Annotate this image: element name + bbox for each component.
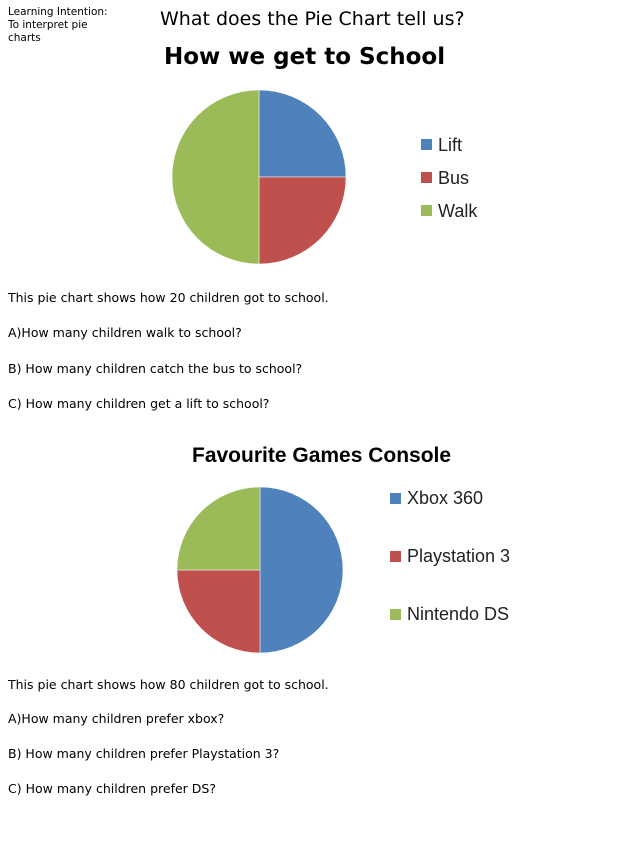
question-text: A)How many children prefer xbox?: [8, 711, 225, 726]
legend-label: Xbox 360: [407, 488, 484, 508]
question-text: B) How many children prefer Playstation …: [8, 746, 280, 761]
pie-slice-playstation-3: [176, 569, 261, 654]
pie-slice-bus: [258, 176, 347, 265]
pie-chart-transport: [171, 89, 347, 265]
legend-swatch: [421, 139, 432, 150]
chart-intro-text: This pie chart shows how 80 children got…: [8, 677, 329, 692]
legend-swatch: [390, 493, 401, 504]
learning-intention: Learning Intention: To interpret pie cha…: [8, 6, 128, 45]
legend-item: Lift: [421, 133, 462, 157]
legend-swatch: [390, 551, 401, 562]
question-text: C) How many children prefer DS?: [8, 781, 216, 796]
pie-slice-xbox-360: [259, 486, 344, 654]
legend-item: Bus: [421, 166, 469, 190]
legend-label: Playstation 3: [407, 546, 511, 566]
legend-swatch: [390, 609, 401, 620]
learning-intention-line: charts: [8, 32, 41, 44]
chart-title: How we get to School: [164, 44, 446, 70]
chart-title: Favourite Games Console: [192, 444, 452, 467]
learning-intention-line: To interpret pie: [8, 19, 88, 31]
legend-label: Nintendo DS: [407, 604, 510, 624]
learning-intention-heading: Learning Intention:: [8, 6, 108, 18]
pie-chart-consoles: [176, 486, 344, 654]
pie-slice-lift: [258, 89, 347, 178]
pie-slice-nintendo-ds: [176, 486, 261, 571]
legend-label: Lift: [438, 135, 463, 155]
legend-swatch: [421, 172, 432, 183]
chart-intro-text: This pie chart shows how 20 children got…: [8, 290, 329, 305]
legend-label: Bus: [438, 168, 470, 188]
question-text: C) How many children get a lift to schoo…: [8, 396, 270, 411]
legend-item: Walk: [421, 199, 477, 223]
question-text: A)How many children walk to school?: [8, 325, 242, 340]
legend-item: Xbox 360: [390, 486, 517, 511]
legend-item: Nintendo DS: [390, 602, 517, 627]
legend-item: Playstation 3: [390, 544, 517, 569]
page-title: What does the Pie Chart tell us?: [160, 8, 465, 30]
legend-swatch: [421, 205, 432, 216]
legend-label: Walk: [438, 201, 478, 221]
pie-slice-walk: [171, 89, 260, 265]
question-text: B) How many children catch the bus to sc…: [8, 361, 303, 376]
